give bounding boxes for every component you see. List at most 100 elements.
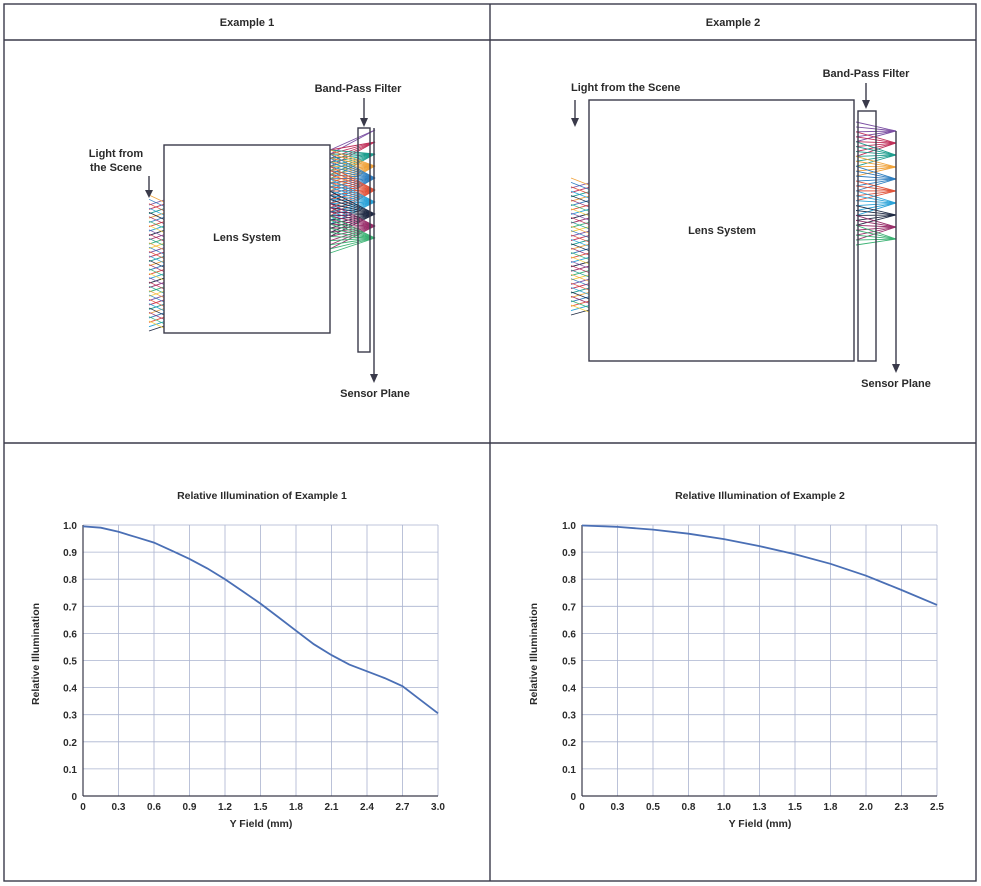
incoming-ray [570,195,590,203]
y-tick-label: 0.9 [63,548,77,559]
incoming-ray [148,251,165,259]
incoming-ray [148,199,165,207]
chart2-series-line [581,524,938,606]
x-tick-label: 0 [80,802,86,813]
chart2-grid [581,524,938,797]
outgoing-ray [329,129,376,155]
y-tick-label: 1.0 [562,521,576,532]
incoming-ray [148,212,165,220]
incoming-ray [570,208,590,216]
outgoing-ray [329,227,376,239]
incoming-ray [148,264,165,272]
outgoing-ray [329,166,376,179]
outgoing-ray [329,211,376,215]
incoming-ray [570,217,590,225]
incoming-ray [570,225,590,234]
chart2-title: Relative Illumination of Example 2 [675,490,845,502]
x-tick-label: 1.8 [289,802,303,813]
y-tick-label: 0.5 [562,657,576,668]
chart-example1: Relative Illumination of Example 1 0 0.3 0… [30,490,445,830]
outgoing-ray [329,129,376,151]
incoming-ray [148,207,165,216]
chart1-y-ticks: 0 0.1 0.2 0.3 0.4 0.5 0.6 0.7 0.8 0.9 1.0 [63,521,77,803]
outgoing-ray [329,186,376,203]
outgoing-rays-example1 [329,129,376,254]
incoming-ray [570,199,590,208]
outgoing-rays-example2 [855,121,897,246]
incoming-rays-example1 [148,194,165,332]
incoming-ray [570,238,590,247]
outgoing-ray [329,207,376,227]
outgoing-ray [329,141,376,159]
incoming-ray [570,247,590,256]
y-tick-label: 0.2 [562,738,576,749]
outgoing-ray [329,194,376,203]
y-tick-label: 0.7 [562,602,576,613]
y-tick-label: 0.6 [562,629,576,640]
band-pass-filter-example2 [857,110,877,362]
outgoing-ray [329,203,376,215]
incoming-ray [148,225,165,233]
lens-system-label-example1: Lens System [213,232,281,244]
outgoing-ray [329,198,376,203]
incoming-ray [148,311,165,320]
outgoing-ray [329,161,376,179]
light-arrow-example1 [145,176,153,198]
outgoing-ray [329,141,376,155]
incoming-ray [148,316,165,324]
y-tick-label: 0.4 [562,684,576,695]
y-tick-label: 0.3 [562,711,576,722]
outgoing-ray [329,178,376,191]
outgoing-ray [329,170,376,191]
filter-arrow-example1 [360,98,368,127]
incoming-ray [148,290,165,298]
chart1-title: Relative Illumination of Example 1 [177,490,347,502]
x-tick-label: 1.2 [218,802,232,813]
band-pass-filter-example1 [357,127,371,353]
x-tick-label: 1.8 [824,802,838,813]
incoming-ray [148,281,165,290]
chart1-grid [82,524,439,797]
incoming-ray [570,304,590,313]
incoming-ray [570,182,590,190]
incoming-ray [570,177,590,186]
outgoing-ray [329,174,376,191]
outgoing-ray [329,199,376,215]
y-tick-label: 0.1 [63,765,77,776]
light-label-example2: Light from the Scene [571,82,680,94]
incoming-ray [148,320,165,329]
y-tick-label: 0.3 [63,711,77,722]
incoming-ray [570,300,590,308]
incoming-ray [570,256,590,265]
incoming-rays-example2 [570,177,590,316]
outgoing-ray [329,215,376,239]
chart1-x-ticks: 0 0.3 0.6 0.9 1.2 1.5 1.8 2.1 2.4 2.7 3.0 [80,802,445,813]
incoming-ray [570,291,590,300]
incoming-ray [148,259,165,268]
x-tick-label: 0.6 [147,802,161,813]
incoming-ray [570,252,590,260]
outgoing-ray [329,223,376,227]
x-tick-label: 2.4 [360,802,374,813]
y-tick-label: 0 [71,792,77,803]
outgoing-ray [329,153,376,159]
incoming-ray [570,260,590,269]
x-tick-label: 2.0 [859,802,873,813]
outgoing-ray [329,161,376,167]
y-tick-label: 1.0 [63,521,77,532]
incoming-ray [148,229,165,238]
y-tick-label: 0.5 [63,657,77,668]
x-tick-label: 1.5 [788,802,802,813]
incoming-ray [148,298,165,307]
outgoing-ray [329,237,376,246]
x-tick-label: 0.3 [611,802,625,813]
incoming-ray [570,230,590,238]
incoming-ray [570,278,590,287]
light-arrow-example2 [571,100,579,127]
incoming-ray [570,274,590,282]
lens-system-box-example1 [163,144,331,334]
incoming-ray [570,190,590,199]
filter-label-example1: Band-Pass Filter [315,83,403,95]
example2-header: Example 2 [706,17,760,29]
incoming-ray [148,194,165,203]
